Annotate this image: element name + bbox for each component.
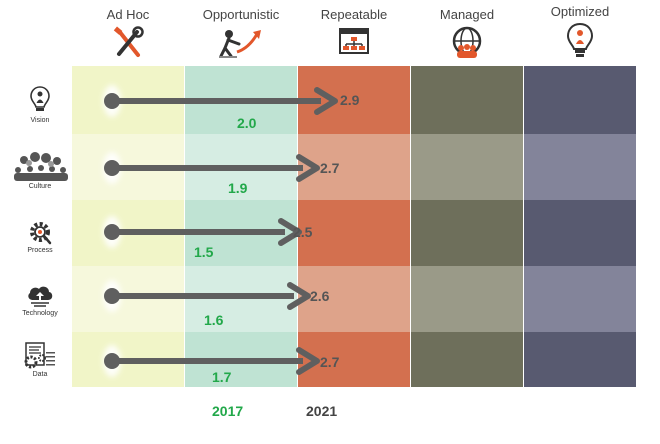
arrow-start-dot [104,93,120,109]
crowd-icon [14,152,68,181]
year-label-2021: 2021 [306,403,338,419]
arrow-data [103,345,320,377]
column-optimized [524,66,636,387]
team-globe-icon [411,26,523,62]
gear-magnifier-icon [30,222,52,245]
arrow-process [103,216,302,248]
stage-label-ad-hoc: Ad Hoc [106,7,150,22]
value-2021-technology: 2.6 [310,288,330,304]
stage-label-opportunistic: Opportunistic [202,7,280,22]
row-vision: Vision [8,86,72,124]
column-managed [411,66,523,387]
value-2021-culture: 2.7 [320,160,340,176]
data-document-gear-icon [24,342,55,369]
stage-label-managed: Managed [439,7,495,22]
value-2017-culture: 1.9 [228,180,248,196]
value-2017-technology: 1.6 [204,312,224,328]
row-label-process: Process [27,247,53,254]
tools-icon [72,26,184,62]
value-2017-process: 1.5 [194,244,214,260]
stage-label-repeatable: Repeatable [320,7,388,22]
flowchart-window-icon [298,26,410,62]
row-label-technology: Technology [22,310,58,317]
arrow-culture [103,152,320,184]
row-culture: Culture [8,152,72,190]
arrow-technology [103,280,311,312]
row-technology: Technology [8,283,72,317]
lightbulb-person-icon [30,86,50,111]
arrow-start-dot [104,160,120,176]
stage-label-optimized: Optimized [550,4,610,19]
arrow-start-dot [104,224,120,240]
value-2021-process: 2.5 [293,224,313,240]
cloud-upload-icon [28,286,53,307]
column-ad-hoc [72,66,184,387]
column-repeatable [298,66,410,387]
lightbulb-person-icon [524,22,636,58]
worker-pushing-arrow-icon [185,26,297,62]
value-2021-vision: 2.9 [340,92,360,108]
row-process: Process [8,220,72,254]
value-2021-data: 2.7 [320,354,340,370]
row-label-data: Data [32,371,48,378]
arrow-vision [103,85,338,117]
row-data: Data [8,342,72,378]
year-label-2017: 2017 [212,403,244,419]
value-2017-data: 1.7 [212,369,232,385]
value-2017-vision: 2.0 [237,115,257,131]
row-label-vision: Vision [30,117,50,124]
row-label-culture: Culture [28,183,52,190]
arrow-start-dot [104,353,120,369]
arrow-start-dot [104,288,120,304]
